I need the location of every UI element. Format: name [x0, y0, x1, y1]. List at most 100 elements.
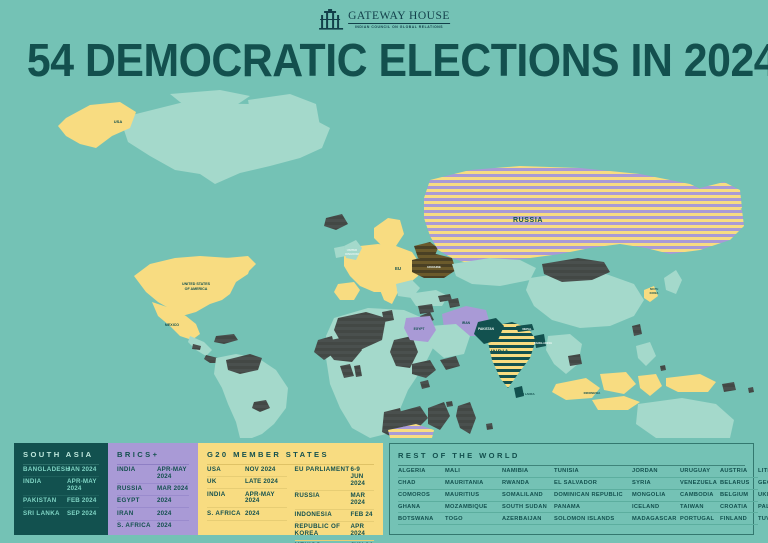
country-iceland: [324, 214, 348, 230]
map-label-iran: IRAN: [462, 321, 471, 325]
country-name: INDIA: [207, 490, 226, 498]
country-italy: [380, 282, 398, 304]
list-item: PAKISTAN FEB 2024: [23, 496, 99, 509]
map-label-russia: RUSSIA: [513, 217, 543, 224]
country-date: 2024: [245, 509, 260, 517]
list-item: S. AFRICA 2024: [117, 521, 189, 532]
country-date: FEB 24: [350, 511, 373, 518]
legend-panel-rest-of-world: REST OF THE WORLD ALGERIA CHAD COMOROS G…: [389, 443, 768, 535]
country-date: FEB 2024: [67, 497, 97, 505]
list-item: FINLAND: [720, 513, 758, 526]
country-name: BANGLADESH: [23, 466, 71, 474]
country-indonesia-sulawesi: [638, 374, 662, 396]
list-item: IRAN 2024: [117, 508, 189, 521]
country-south-america: [214, 354, 288, 438]
country-name: SRI LANKA: [23, 509, 60, 517]
country-date: APR 2024: [350, 523, 366, 537]
map-label-ukraine: UKRAINE: [427, 265, 441, 269]
country-name: INDIA: [23, 478, 42, 486]
country-scandinavia: [374, 218, 404, 246]
list-item: MOZAMBIQUE: [445, 502, 502, 514]
country-name: EU PARLIAMENT: [294, 466, 350, 474]
list-item: TAIWAN: [680, 502, 720, 514]
g20-title: G20 MEMBER STATES: [207, 443, 374, 465]
list-item: CHAD: [398, 478, 445, 490]
world-map: USA UNITED STATES OF AMERICA MEXICO RUSS…: [0, 78, 768, 438]
country-uruguay2: [252, 400, 270, 412]
country-name: S. AFRICA: [207, 509, 241, 517]
country-ukraine: [412, 254, 456, 278]
row-column-3: NAMIBIA RWANDA SOMALILAND SOUTH SUDAN AZ…: [502, 466, 554, 526]
map-label-usa-alaska: USA: [114, 119, 123, 124]
country-indonesia-java: [592, 396, 640, 410]
legend-panel-south-asia: SOUTH ASIA BANGLADESH JAN 2024 INDIA APR…: [14, 443, 108, 535]
country-comoros: [446, 401, 453, 407]
list-item: PANAMA: [554, 502, 632, 514]
country-usa: [134, 256, 252, 316]
row-column-2: MALI MAURITANIA MAURITIUS MOZAMBIQUE TOG…: [445, 466, 502, 526]
country-alaska: [58, 102, 136, 148]
country-sri-lanka: [514, 386, 524, 398]
list-item: PORTUGAL: [680, 513, 720, 526]
map-label-indonesia: INDONESIA: [584, 391, 602, 395]
country-mali: [326, 336, 362, 362]
country-date: 2024: [157, 509, 172, 517]
country-somaliland: [440, 356, 460, 370]
country-date: JAN 2024: [67, 466, 97, 474]
list-item: SRI LANKA SEP 2024: [23, 508, 99, 519]
country-rwanda: [420, 380, 430, 389]
country-russia-kamchatka: [700, 182, 742, 218]
country-madagascar: [456, 402, 476, 434]
country-tuvalu: [748, 387, 754, 393]
g20-column-1: USA NOV 2024 UK LATE 2024 INDIA APR-MAY …: [207, 465, 287, 543]
list-item: DOMINICAN REPUBLIC: [554, 490, 632, 502]
country-name: RUSSIA: [117, 485, 143, 493]
g20-rows: USA NOV 2024 UK LATE 2024 INDIA APR-MAY …: [207, 465, 374, 543]
map-label-bangladesh: BANGLADESH: [534, 341, 552, 345]
list-item: AZERBAIJAN: [502, 513, 554, 526]
list-item: UK LATE 2024: [207, 477, 287, 490]
list-item: S. AFRICA 2024: [207, 508, 287, 521]
list-item: JORDAN: [632, 466, 680, 478]
list-item: EGYPT 2024: [117, 496, 189, 509]
country-china: [526, 272, 644, 328]
list-item: INDIA APR-MAY 2024: [207, 489, 287, 509]
country-ireland: [334, 246, 346, 258]
country-ghana: [340, 364, 354, 378]
country-dominican-republic: [214, 334, 238, 344]
country-usa-east: [226, 256, 256, 276]
country-mexico: [152, 302, 200, 340]
country-eu: [344, 244, 420, 292]
country-australia: [636, 398, 734, 438]
list-item: BOTSWANA: [398, 513, 445, 526]
country-el-salvador: [192, 344, 201, 350]
list-item: TUNISIA: [554, 466, 632, 478]
list-item: REPUBLIC OF KOREA APR 2024: [294, 522, 374, 541]
list-item: CAMBODIA: [680, 490, 720, 502]
map-label-of-america: OF AMERICA: [185, 287, 208, 291]
world-map-svg: USA UNITED STATES OF AMERICA MEXICO RUSS…: [0, 78, 768, 438]
list-item: ALGERIA: [398, 466, 445, 478]
country-name: INDONESIA: [294, 511, 333, 518]
country-date: 2024: [157, 497, 172, 505]
country-date: 2024: [157, 521, 172, 529]
logo-text-block: GATEWAY HOUSE INDIAN COUNCIL ON GLOBAL R…: [348, 10, 450, 29]
country-philippines: [636, 342, 656, 366]
country-date: APR-MAY 2024: [157, 466, 187, 480]
list-item: INDIA APR-MAY 2024: [117, 465, 189, 484]
country-taiwan: [632, 324, 642, 336]
country-date: NOV 2024: [245, 466, 276, 474]
country-india: [488, 322, 536, 388]
map-label-mexico: MEXICO: [165, 323, 179, 327]
list-item: AUSTRIA: [720, 466, 758, 478]
rest-of-world-title: REST OF THE WORLD: [398, 444, 745, 466]
country-name: S. AFRICA: [117, 521, 151, 529]
map-label-nepal: NEPAL: [522, 327, 532, 331]
list-item: EU PARLIAMENT 6-9 JUN 2024: [294, 465, 374, 491]
country-indonesia-sumatra: [552, 378, 600, 400]
country-russia: [424, 166, 744, 264]
list-item: MAURITANIA: [445, 478, 502, 490]
country-name: EGYPT: [117, 497, 140, 505]
legend-panel-g20: G20 MEMBER STATES USA NOV 2024 UK LATE 2…: [198, 443, 383, 543]
